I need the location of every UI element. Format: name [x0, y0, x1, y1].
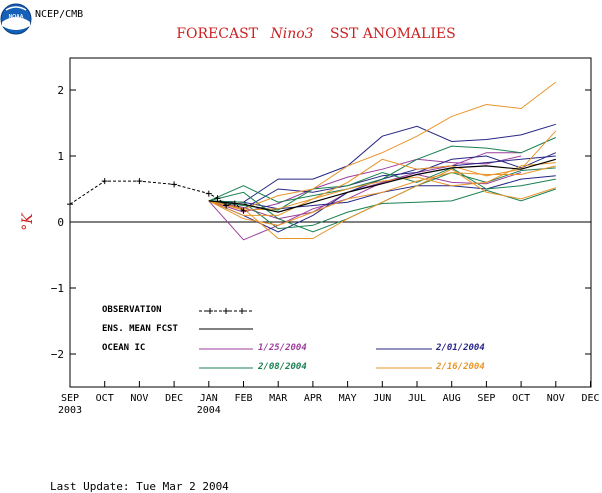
legend-ic-label: 2/16/2004 — [435, 362, 485, 372]
header-org: NCEP/CMB — [35, 9, 84, 20]
last-update: Last Update: Tue Mar 2 2004 — [50, 480, 229, 493]
x-tick-label: DEC — [165, 393, 183, 404]
x-tick-label: OCT — [512, 393, 530, 404]
ic-member-line — [208, 188, 556, 230]
x-tick-label: MAR — [269, 393, 288, 404]
y-tick-label: 1 — [57, 150, 64, 163]
legend-ic-label: 2/01/2004 — [435, 343, 485, 353]
y-tick-label: 0 — [57, 216, 64, 229]
ic-member-line — [208, 168, 556, 239]
observation-layer — [67, 178, 247, 214]
legend: OBSERVATION ENS. MEAN FCST OCEAN IC 1/25/20… — [102, 305, 485, 372]
ic-member-line — [208, 152, 522, 241]
ic-member-line — [208, 165, 556, 226]
x-tick-label: JUN — [373, 393, 391, 404]
ic-member-line — [208, 81, 557, 210]
x-tick-label: DEC — [581, 393, 599, 404]
chart-title: FORECAST Nino3 SST ANOMALIES — [176, 26, 455, 42]
legend-ic-label: 1/25/2004 — [258, 343, 307, 353]
ic-member-line — [208, 152, 557, 210]
ic-member-line — [208, 167, 556, 211]
series-layer — [208, 81, 557, 241]
x-year-label: 2003 — [58, 405, 82, 416]
ic-member-line — [208, 172, 522, 220]
y-tick-label: 2 — [57, 84, 64, 97]
axis-ticks-layer: 2 1 0 −1 −2 SEP OCT NOV DEC JAN FEB MAR APR MAY JUN JUL… — [51, 84, 600, 416]
x-tick-label: SEP — [61, 393, 79, 404]
y-axis-label: °K — [20, 212, 36, 231]
ic-member-line — [208, 137, 557, 203]
ic-member-line — [208, 123, 556, 203]
ens-mean-line — [208, 158, 556, 213]
ic-member-line — [208, 162, 556, 211]
x-tick-label: NOV — [547, 393, 565, 404]
x-tick-label: SEP — [477, 393, 495, 404]
x-year-label: 2004 — [197, 405, 221, 416]
x-tick-label: NOV — [130, 393, 148, 404]
noaa-logo: NOAA — [0, 3, 32, 35]
noaa-logo-text: NOAA — [9, 14, 24, 20]
title-part-nino3: Nino3 — [269, 26, 313, 42]
y-tick-label: −1 — [51, 282, 64, 295]
title-part-forecast: FORECAST — [176, 26, 258, 42]
legend-observation-label: OBSERVATION — [102, 305, 162, 315]
title-part-sst: SST ANOMALIES — [330, 26, 456, 42]
x-tick-label: JAN — [200, 393, 218, 404]
y-tick-label: −2 — [51, 348, 64, 361]
x-tick-label: MAY — [339, 393, 357, 404]
legend-ens-mean-label: ENS. MEAN FCST — [102, 324, 178, 334]
legend-ic-label: 2/08/2004 — [257, 362, 307, 372]
ic-member-line — [208, 130, 557, 216]
x-tick-label: AUG — [443, 393, 461, 404]
x-tick-label: FEB — [234, 393, 252, 404]
x-tick-label: APR — [304, 393, 323, 404]
x-tick-label: JUL — [408, 393, 426, 404]
legend-ocean-ic-label: OCEAN IC — [102, 343, 145, 353]
x-tick-label: OCT — [96, 393, 114, 404]
